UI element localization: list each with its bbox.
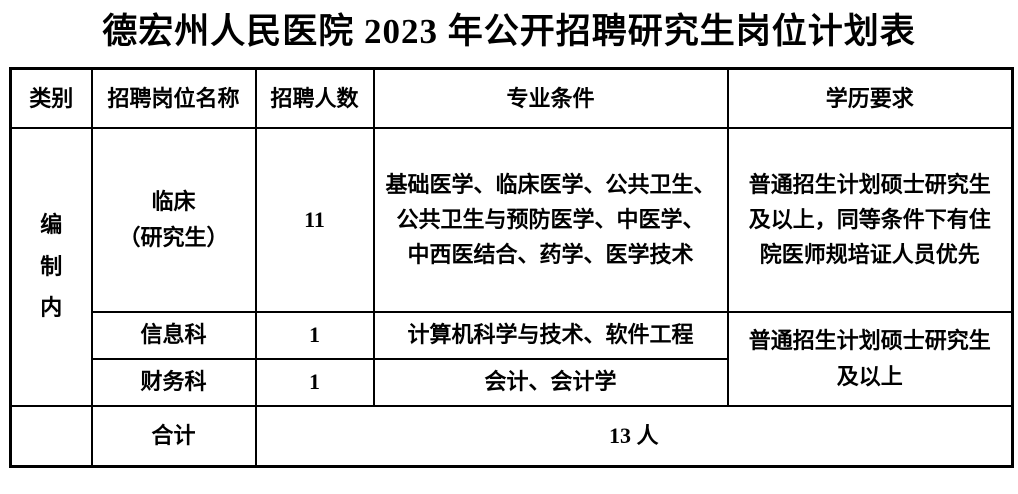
table-row-clinical: 编制内 临床 （研究生） 11 基础医学、临床医学、公共卫生、 公共卫生与预防医… <box>9 126 1014 407</box>
cell-position-information: 信息科 <box>90 310 257 360</box>
cell-majors-information: 计算机科学与技术、软件工程 <box>372 310 729 360</box>
header-major-requirements: 专业条件 <box>372 67 729 129</box>
cell-position-clinical: 临床 （研究生） <box>90 126 257 313</box>
header-degree-requirements: 学历要求 <box>726 67 1014 129</box>
cell-count-finance: 1 <box>254 357 375 407</box>
cell-category-group: 编制内 <box>9 126 93 407</box>
page-title: 德宏州人民医院 2023 年公开招聘研究生岗位计划表 <box>102 12 916 51</box>
cell-total-category-empty <box>9 404 93 468</box>
header-row: 类别 招聘岗位名称 招聘人数 专业条件 学历要求 <box>9 67 1014 129</box>
cell-total-label: 合计 <box>90 404 257 468</box>
header-category: 类别 <box>9 67 93 129</box>
cell-total-value: 13 人 <box>254 404 1014 468</box>
cell-degree-shared: 普通招生计划硕士研究生 及以上 <box>726 310 1014 407</box>
table-row-finance: 财务科 1 会计、会计学 <box>11 357 1013 407</box>
header-position-name: 招聘岗位名称 <box>90 67 257 129</box>
header-headcount: 招聘人数 <box>254 67 375 129</box>
recruitment-plan-table: 类别 招聘岗位名称 招聘人数 专业条件 学历要求 编制内 临床 （研究生） 11… <box>9 67 1014 468</box>
category-group-vertical-text: 编制内 <box>40 211 63 321</box>
table-row-total: 合计 13 人 <box>9 404 1014 468</box>
cell-position-finance: 财务科 <box>90 357 257 407</box>
cell-count-information: 1 <box>254 310 375 360</box>
cell-count-clinical: 11 <box>254 126 375 313</box>
table-row-information: 信息科 1 计算机科学与技术、软件工程 普通招生计划硕士研究生 及以上 <box>11 310 1014 407</box>
cell-degree-clinical: 普通招生计划硕士研究生 及以上，同等条件下有住 院医师规培证人员优先 <box>726 126 1014 313</box>
cell-majors-clinical: 基础医学、临床医学、公共卫生、 公共卫生与预防医学、中医学、 中西医结合、药学、… <box>372 126 729 313</box>
cell-majors-finance: 会计、会计学 <box>372 357 729 407</box>
